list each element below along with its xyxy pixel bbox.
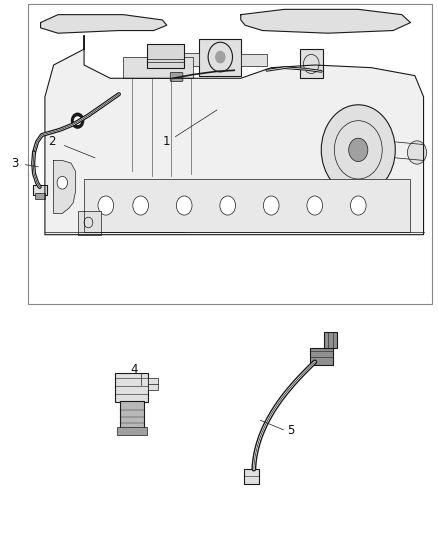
FancyBboxPatch shape bbox=[162, 53, 199, 66]
Polygon shape bbox=[41, 14, 167, 33]
FancyBboxPatch shape bbox=[244, 469, 259, 484]
Circle shape bbox=[407, 141, 427, 164]
Polygon shape bbox=[45, 36, 424, 235]
Text: 4: 4 bbox=[131, 364, 138, 376]
FancyBboxPatch shape bbox=[199, 38, 241, 76]
Polygon shape bbox=[53, 160, 75, 214]
FancyBboxPatch shape bbox=[120, 401, 144, 428]
FancyBboxPatch shape bbox=[148, 378, 158, 390]
FancyBboxPatch shape bbox=[147, 44, 184, 68]
FancyBboxPatch shape bbox=[116, 373, 148, 402]
Circle shape bbox=[350, 196, 366, 215]
FancyBboxPatch shape bbox=[241, 54, 267, 66]
Circle shape bbox=[133, 196, 148, 215]
FancyBboxPatch shape bbox=[35, 193, 45, 199]
FancyBboxPatch shape bbox=[78, 211, 102, 235]
FancyBboxPatch shape bbox=[84, 179, 410, 232]
Circle shape bbox=[74, 117, 81, 124]
FancyBboxPatch shape bbox=[300, 49, 323, 78]
FancyBboxPatch shape bbox=[117, 427, 147, 435]
Text: 3: 3 bbox=[11, 157, 18, 169]
FancyBboxPatch shape bbox=[170, 72, 183, 82]
Circle shape bbox=[57, 176, 67, 189]
Circle shape bbox=[71, 114, 84, 128]
Circle shape bbox=[98, 196, 114, 215]
Circle shape bbox=[177, 196, 192, 215]
Text: 1: 1 bbox=[163, 135, 170, 148]
FancyBboxPatch shape bbox=[123, 57, 193, 78]
Text: 2: 2 bbox=[48, 135, 55, 148]
Circle shape bbox=[220, 196, 236, 215]
FancyBboxPatch shape bbox=[33, 185, 47, 195]
Circle shape bbox=[307, 196, 322, 215]
FancyBboxPatch shape bbox=[28, 4, 432, 304]
FancyBboxPatch shape bbox=[311, 348, 333, 365]
Circle shape bbox=[215, 51, 226, 63]
FancyBboxPatch shape bbox=[324, 332, 336, 348]
Text: 5: 5 bbox=[287, 424, 294, 438]
Circle shape bbox=[349, 138, 368, 161]
Polygon shape bbox=[241, 10, 410, 33]
Circle shape bbox=[321, 105, 395, 195]
Circle shape bbox=[263, 196, 279, 215]
